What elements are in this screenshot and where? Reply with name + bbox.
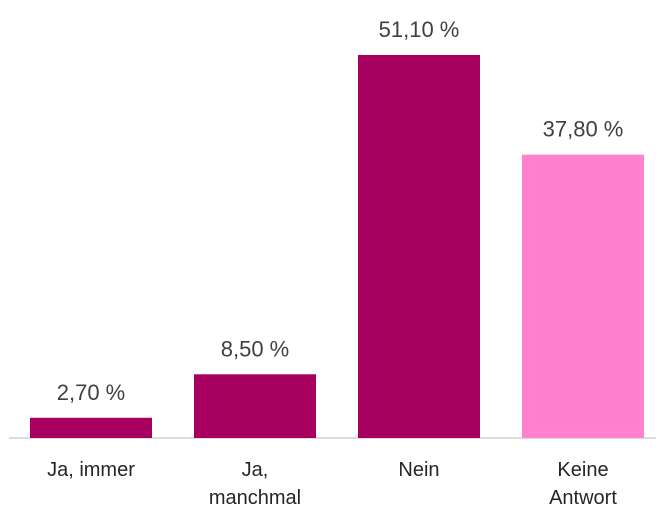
x-tick-label: Ja, manchmal	[208, 459, 302, 509]
value-label: 2,70 %	[57, 380, 126, 405]
x-tick-label: Ja, immer	[47, 459, 135, 481]
x-tick-label: Keine Antwort	[549, 459, 617, 509]
bar	[358, 55, 480, 438]
value-label: 51,10 %	[379, 17, 460, 42]
value-label: 37,80 %	[543, 117, 624, 142]
bar	[194, 374, 316, 438]
value-label: 8,50 %	[221, 336, 290, 361]
x-tick-label: Nein	[398, 459, 440, 481]
bar	[522, 154, 644, 438]
bar	[30, 417, 152, 438]
